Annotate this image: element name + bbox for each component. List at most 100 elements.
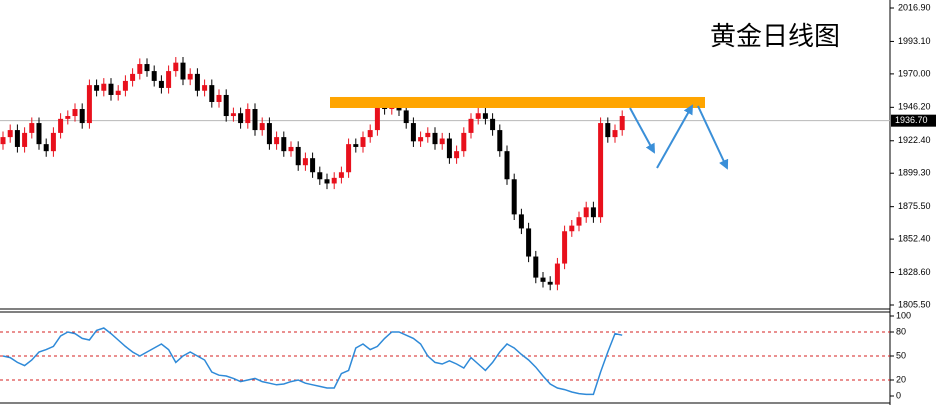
candle-body	[562, 231, 568, 264]
candle-body	[194, 73, 200, 91]
y-tick-label: 1946.20	[898, 102, 931, 112]
y-tick-label: 1922.40	[898, 135, 931, 145]
plot-bg	[0, 0, 890, 403]
candle-body	[533, 256, 539, 278]
candle-body	[612, 130, 618, 138]
candle-body	[569, 225, 575, 232]
candle-body	[245, 109, 251, 124]
candle-body	[137, 64, 143, 74]
candle-body	[101, 83, 107, 91]
y-tick-label: 80	[896, 326, 906, 336]
y-tick-label: 1852.40	[898, 233, 931, 243]
y-tick-label: 1970.00	[898, 68, 931, 78]
candle-body	[72, 109, 78, 117]
candle-body	[166, 71, 172, 88]
candle-body	[173, 62, 179, 72]
candle-body	[396, 106, 402, 111]
candle-body	[461, 132, 467, 152]
candle-body	[490, 118, 496, 131]
candle-body	[590, 207, 596, 218]
candle-body	[50, 132, 56, 152]
candle-body	[454, 151, 460, 159]
candle-body	[144, 64, 150, 72]
candle-body	[180, 62, 186, 80]
candle-body	[43, 144, 49, 152]
candle-body	[130, 73, 136, 81]
y-tick-label: 50	[896, 350, 906, 360]
candle-body	[274, 137, 280, 145]
candle-body	[151, 71, 157, 81]
candle-body	[202, 85, 208, 91]
y-tick-label: 1993.10	[898, 36, 931, 46]
chart-title: 黄金日线图	[710, 21, 840, 51]
candle-body	[58, 118, 64, 133]
candle-body	[36, 123, 42, 145]
candle-body	[302, 158, 308, 166]
candle-body	[281, 137, 287, 152]
candle-body	[482, 113, 488, 119]
candle-body	[216, 94, 222, 102]
current-price-box	[891, 114, 936, 127]
candle-body	[504, 151, 510, 180]
candle-body	[526, 228, 532, 257]
forecast-arrows	[629, 104, 729, 170]
candle-body	[230, 113, 236, 117]
candle-body	[518, 214, 524, 229]
candle-body	[252, 109, 258, 131]
candle-body	[583, 207, 589, 218]
candle-body	[576, 217, 582, 226]
candle-body	[353, 144, 359, 147]
candle-body	[288, 146, 294, 152]
candle-body	[554, 263, 560, 285]
candle-body	[324, 179, 330, 184]
candle-body	[432, 132, 438, 145]
candle-body	[223, 94, 229, 117]
candle-body	[266, 123, 272, 145]
y-tick-label: 1828.60	[898, 267, 931, 277]
candle-body	[310, 158, 316, 173]
y-tick-label: 1899.30	[898, 168, 931, 178]
candle-body	[86, 85, 92, 124]
candle-body	[295, 146, 301, 166]
y-tick-label: 2016.90	[898, 2, 931, 12]
candle-body	[547, 281, 553, 285]
candle-body	[317, 172, 323, 180]
candle-body	[29, 123, 35, 133]
candle-body	[540, 277, 546, 282]
current-price-label: 1936.70	[895, 115, 928, 125]
candle-body	[65, 116, 71, 119]
candle-body	[209, 85, 215, 102]
candle-body	[374, 104, 380, 131]
candle-body	[367, 130, 373, 138]
candle-body	[14, 130, 20, 147]
candle-body	[94, 85, 100, 91]
candle-body	[403, 110, 409, 124]
y-tick-label: 0	[896, 390, 901, 400]
candle-body	[418, 137, 424, 142]
candle-body	[439, 138, 445, 145]
oscillator-line	[2, 327, 623, 396]
y-tick-label: 1805.50	[898, 299, 931, 309]
candle-body	[187, 73, 193, 80]
candle-body	[79, 109, 85, 124]
y-tick-label: 1875.50	[898, 201, 931, 211]
candle-body	[605, 123, 611, 138]
candle-body	[619, 116, 625, 131]
resistance-band	[330, 96, 705, 108]
candle-body	[446, 138, 452, 159]
candle-body	[331, 177, 337, 184]
candle-body	[122, 80, 128, 91]
candle-body	[22, 132, 28, 147]
candle-body	[360, 137, 366, 147]
candle-body	[338, 172, 344, 178]
y-tick-label: 20	[896, 374, 906, 384]
y-tick-label: 100	[896, 310, 911, 320]
arrow	[697, 105, 729, 170]
candle-body	[598, 123, 604, 218]
arrow	[656, 104, 693, 169]
candle-body	[468, 118, 474, 133]
candle-body	[158, 80, 164, 88]
candle-body	[497, 130, 503, 152]
arrow	[629, 107, 655, 154]
candle-body	[259, 123, 265, 131]
